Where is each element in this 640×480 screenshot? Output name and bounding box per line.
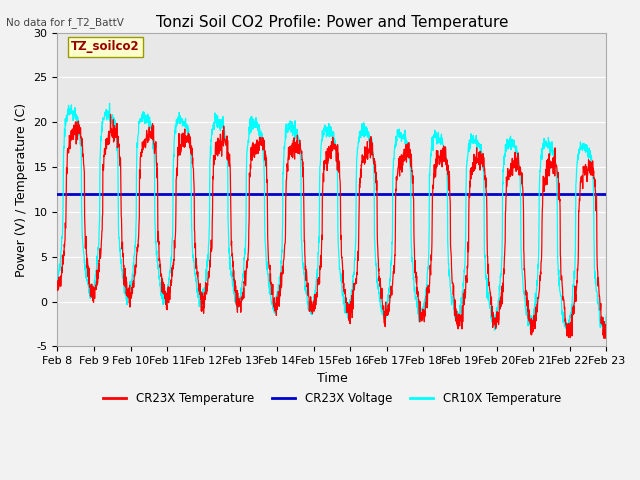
Y-axis label: Power (V) / Temperature (C): Power (V) / Temperature (C) [15, 102, 28, 276]
Text: TZ_soilco2: TZ_soilco2 [71, 40, 140, 53]
Text: No data for f_T2_BattV: No data for f_T2_BattV [6, 17, 124, 28]
Title: Tonzi Soil CO2 Profile: Power and Temperature: Tonzi Soil CO2 Profile: Power and Temper… [156, 15, 508, 30]
X-axis label: Time: Time [317, 372, 348, 384]
Legend: CR23X Temperature, CR23X Voltage, CR10X Temperature: CR23X Temperature, CR23X Voltage, CR10X … [98, 387, 566, 409]
